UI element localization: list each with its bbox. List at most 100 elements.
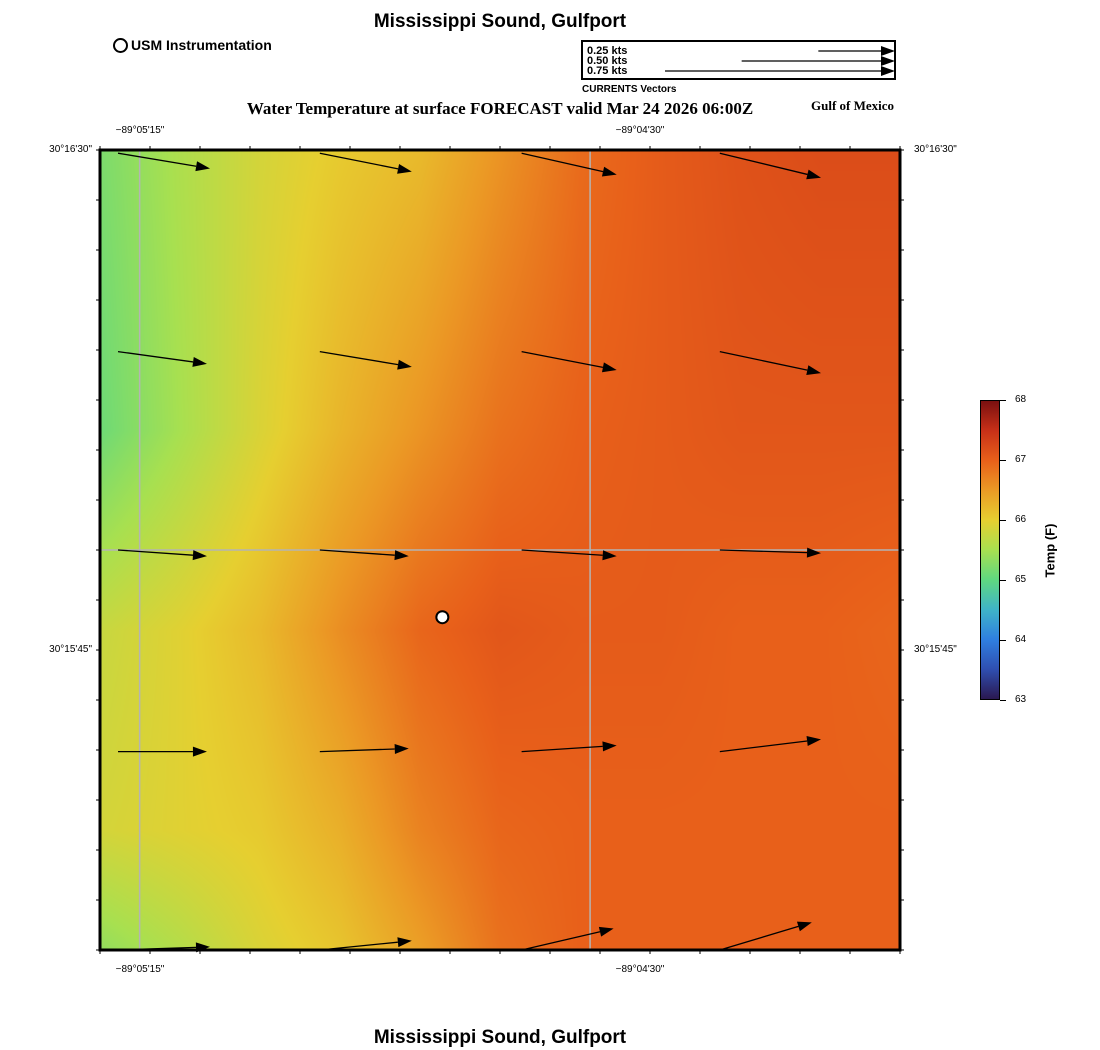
vector-shaft bbox=[719, 152, 808, 176]
station-legend-label: USM Instrumentation bbox=[131, 37, 272, 53]
vector-head bbox=[192, 357, 207, 367]
vector-scale-arrow-2 bbox=[741, 56, 895, 66]
vector-head bbox=[394, 744, 409, 755]
vector-head bbox=[397, 163, 412, 174]
station-marker-icon bbox=[113, 37, 128, 53]
vector-head bbox=[192, 746, 207, 757]
colorbar-title: Temp (F) bbox=[1042, 523, 1058, 577]
lat-tick-label-left-1: 30°16'30" bbox=[49, 144, 92, 155]
current-vector-4 bbox=[719, 152, 822, 180]
vector-head bbox=[601, 362, 617, 373]
vector-shaft bbox=[117, 946, 197, 951]
current-vector-14 bbox=[319, 744, 409, 755]
vector-scale-label-1: 0.25 kts bbox=[587, 45, 628, 57]
vector-shaft bbox=[319, 549, 395, 556]
vector-head bbox=[397, 359, 412, 370]
lon-tick-label-top-2: −89°04'30" bbox=[615, 125, 665, 136]
current-vector-12 bbox=[719, 547, 822, 558]
colorbar-gradient bbox=[981, 401, 999, 699]
colorbar-tick-label-5: 64 bbox=[1015, 634, 1027, 645]
current-vector-19 bbox=[521, 926, 614, 951]
lat-tick-label-right-2: 30°15'45" bbox=[914, 644, 957, 655]
colorbar-title-wrap: Temp (F) bbox=[1010, 523, 1090, 577]
vector-shaft bbox=[117, 152, 197, 167]
current-vector-7 bbox=[521, 350, 617, 373]
vector-scale-arrows bbox=[665, 46, 895, 76]
vector-head bbox=[394, 550, 409, 561]
vector-head bbox=[806, 547, 822, 558]
vector-head bbox=[602, 741, 617, 752]
vector-shaft bbox=[521, 931, 601, 951]
current-vector-20 bbox=[719, 921, 812, 951]
map-title-top: Mississippi Sound, Gulfport bbox=[373, 11, 627, 32]
vector-shaft bbox=[117, 350, 194, 363]
vector-shaft bbox=[719, 740, 808, 753]
vector-head bbox=[195, 161, 211, 172]
colorbar-tick-label-2: 67 bbox=[1015, 454, 1027, 465]
vector-shaft bbox=[719, 925, 799, 951]
vector-shaft bbox=[319, 350, 399, 366]
current-vector-13 bbox=[118, 746, 207, 757]
vector-head bbox=[796, 921, 812, 932]
current-vector-2 bbox=[319, 152, 412, 174]
current-vector-16 bbox=[719, 736, 822, 753]
vector-head bbox=[598, 926, 614, 937]
colorbar-tick-2 bbox=[1000, 459, 1006, 461]
vector-shaft bbox=[521, 549, 603, 556]
current-vector-15 bbox=[521, 741, 617, 753]
colorbar-tick-label-4: 65 bbox=[1015, 574, 1027, 585]
colorbar-tick-label-6: 63 bbox=[1015, 694, 1027, 705]
vector-head bbox=[881, 66, 895, 76]
vector-head bbox=[195, 942, 211, 953]
map-title-bottom: Mississippi Sound, Gulfport bbox=[373, 1027, 627, 1048]
region-label: Gulf of Mexico bbox=[811, 98, 895, 113]
vector-scale-caption: CURRENTS Vectors bbox=[582, 84, 677, 95]
lon-tick-label-bottom-2: −89°04'30" bbox=[615, 964, 665, 975]
vector-shaft bbox=[521, 350, 604, 368]
lat-tick-label-left-2: 30°15'45" bbox=[49, 644, 92, 655]
vector-head bbox=[806, 365, 822, 376]
current-vector-9 bbox=[117, 549, 207, 561]
current-vector-6 bbox=[319, 350, 412, 370]
colorbar-tick-5 bbox=[1000, 639, 1006, 641]
lon-tick-label-top-1: −89°05'15" bbox=[115, 125, 165, 136]
vector-shaft bbox=[521, 152, 604, 173]
vector-shaft bbox=[319, 152, 399, 170]
vector-head bbox=[397, 937, 412, 948]
vector-head bbox=[602, 550, 617, 561]
current-vector-18 bbox=[319, 937, 412, 951]
current-vector-1 bbox=[117, 152, 211, 172]
station-legend: USM Instrumentation bbox=[113, 37, 272, 53]
vector-shaft bbox=[117, 549, 194, 556]
lon-tick-label-bottom-1: −89°05'15" bbox=[115, 964, 165, 975]
current-vector-8 bbox=[719, 350, 822, 376]
vector-head bbox=[881, 56, 895, 66]
colorbar-tick-4 bbox=[1000, 579, 1006, 581]
vector-shaft bbox=[719, 350, 808, 371]
colorbar-tick-6 bbox=[1000, 699, 1006, 701]
current-vector-17 bbox=[117, 942, 211, 953]
colorbar bbox=[980, 400, 1000, 700]
vector-head bbox=[881, 46, 895, 56]
current-vector-11 bbox=[521, 549, 617, 561]
current-vector-3 bbox=[521, 152, 617, 177]
vector-head bbox=[806, 169, 822, 180]
vector-scale-arrow-1 bbox=[818, 46, 895, 56]
vector-head bbox=[601, 166, 617, 177]
vector-scale-legend: 0.25 kts 0.50 kts 0.75 kts bbox=[581, 40, 896, 80]
vector-head bbox=[192, 550, 207, 561]
map-subtitle: Water Temperature at surface FORECAST va… bbox=[246, 99, 754, 118]
vector-scale-label-3: 0.75 kts bbox=[587, 65, 628, 77]
current-vector-10 bbox=[319, 549, 409, 561]
colorbar-tick-label-3: 66 bbox=[1015, 514, 1027, 525]
vector-scale-arrow-3 bbox=[665, 66, 895, 76]
lat-tick-label-right-1: 30°16'30" bbox=[914, 144, 957, 155]
vector-shaft bbox=[521, 745, 603, 753]
vector-scale-label-2: 0.50 kts bbox=[587, 55, 628, 67]
colorbar-tick-label-1: 68 bbox=[1015, 394, 1027, 405]
vector-shaft bbox=[319, 941, 398, 951]
station-marker-1 bbox=[435, 610, 450, 625]
vector-shaft bbox=[719, 549, 808, 554]
vector-shaft bbox=[319, 748, 395, 753]
